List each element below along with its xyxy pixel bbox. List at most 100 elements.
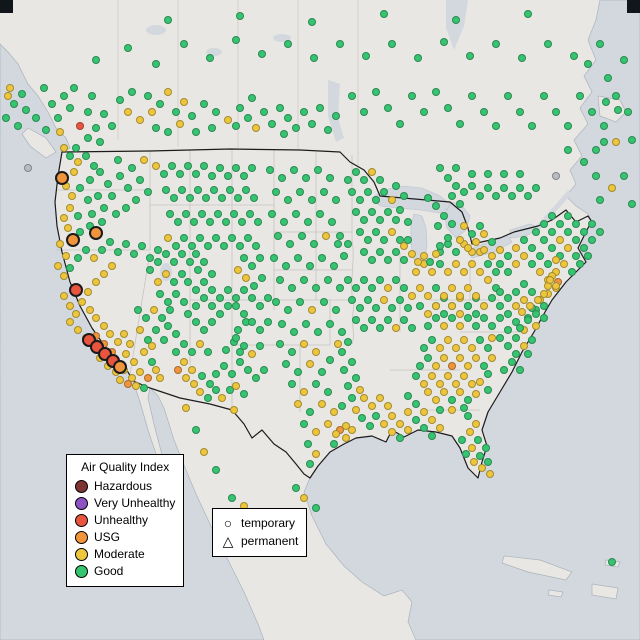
station-marker-moderate [388,428,396,436]
station-marker-good [512,350,520,358]
station-marker-moderate [150,306,158,314]
station-marker-good [290,166,298,174]
station-marker-moderate [496,246,504,254]
station-marker-good [348,358,356,366]
station-marker-moderate [60,272,68,280]
station-marker-good [600,122,608,130]
station-marker-good [208,318,216,326]
station-marker-good [420,108,428,116]
station-marker-good [242,186,250,194]
station-marker-good [148,358,156,366]
station-marker-good [240,342,248,350]
station-marker-moderate [148,342,156,350]
station-marker-good [212,370,220,378]
station-marker-moderate [140,348,148,356]
station-marker-good [186,258,194,266]
temporary-circle-icon: ○ [223,515,233,531]
station-marker-good [300,108,308,116]
province-borders [117,0,359,168]
station-marker-good [276,340,284,348]
station-marker-moderate [162,270,170,278]
station-marker-good [528,288,536,296]
station-marker-good [330,262,338,270]
station-marker-good [338,402,346,410]
station-marker-good [428,336,436,344]
james-bay [446,0,468,50]
shape-legend: ○ temporary △ permanent [212,508,308,557]
station-marker-good [332,306,340,314]
station-marker-good [216,164,224,172]
station-marker-good [232,122,240,130]
station-marker-good [214,210,222,218]
station-marker-good [528,122,536,130]
station-marker-unhealthy [76,122,84,130]
station-marker-good [352,168,360,176]
station-marker-good [200,100,208,108]
station-marker-good [448,314,456,322]
station-marker-moderate [114,338,122,346]
station-marker-moderate [376,394,384,402]
station-marker-good [612,92,620,100]
station-marker-good [158,314,166,322]
station-marker-moderate [534,296,542,304]
station-marker-good [248,164,256,172]
station-marker-good [452,248,460,256]
station-marker-moderate [392,324,400,332]
station-marker-moderate [312,450,320,458]
station-marker-good [444,234,452,242]
station-marker-good [282,360,290,368]
station-marker-good [348,394,356,402]
station-marker-good [428,432,436,440]
station-marker-good [500,184,508,192]
station-marker-good [602,98,610,106]
station-marker-good [592,172,600,180]
station-marker-good [344,338,352,346]
station-marker-good [94,192,102,200]
station-marker-good [192,318,200,326]
station-marker-moderate [332,430,340,438]
station-marker-good [344,382,352,390]
station-marker-moderate [368,402,376,410]
station-marker-good [604,74,612,82]
station-marker-good [172,108,180,116]
station-marker-good [420,424,428,432]
station-marker-moderate [456,388,464,396]
station-marker-good [74,254,82,262]
station-marker-good [540,314,548,322]
station-marker-good [580,228,588,236]
station-marker-moderate [66,204,74,212]
station-marker-good [160,336,168,344]
station-marker-good [360,324,368,332]
station-marker-moderate [312,428,320,436]
aqi-swatch-icon [75,565,88,578]
station-marker-moderate [440,354,448,362]
station-marker-good [496,260,504,268]
station-marker-moderate [154,278,162,286]
station-marker-moderate [472,390,480,398]
station-marker-good [286,240,294,248]
station-marker-good [426,258,434,266]
station-marker-good [564,212,572,220]
station-marker-good [396,206,404,214]
station-marker-moderate [60,144,68,152]
station-marker-good [472,310,480,318]
station-marker-good [508,192,516,200]
corner-artifact-right [627,0,640,13]
station-marker-good [424,194,432,202]
station-marker-good [244,114,252,122]
station-marker-good [208,172,216,180]
station-marker-moderate [448,302,456,310]
station-marker-good [180,40,188,48]
station-marker-moderate [512,260,520,268]
station-marker-good [400,256,408,264]
station-marker-moderate [100,270,108,278]
station-marker-moderate [468,260,476,268]
station-marker-good [144,188,152,196]
station-marker-good [284,114,292,122]
station-marker-good [414,54,422,62]
station-marker-good [300,276,308,284]
station-marker-good [176,170,184,178]
station-marker-good [22,106,30,114]
station-marker-moderate [472,420,480,428]
station-marker-good [66,264,74,272]
